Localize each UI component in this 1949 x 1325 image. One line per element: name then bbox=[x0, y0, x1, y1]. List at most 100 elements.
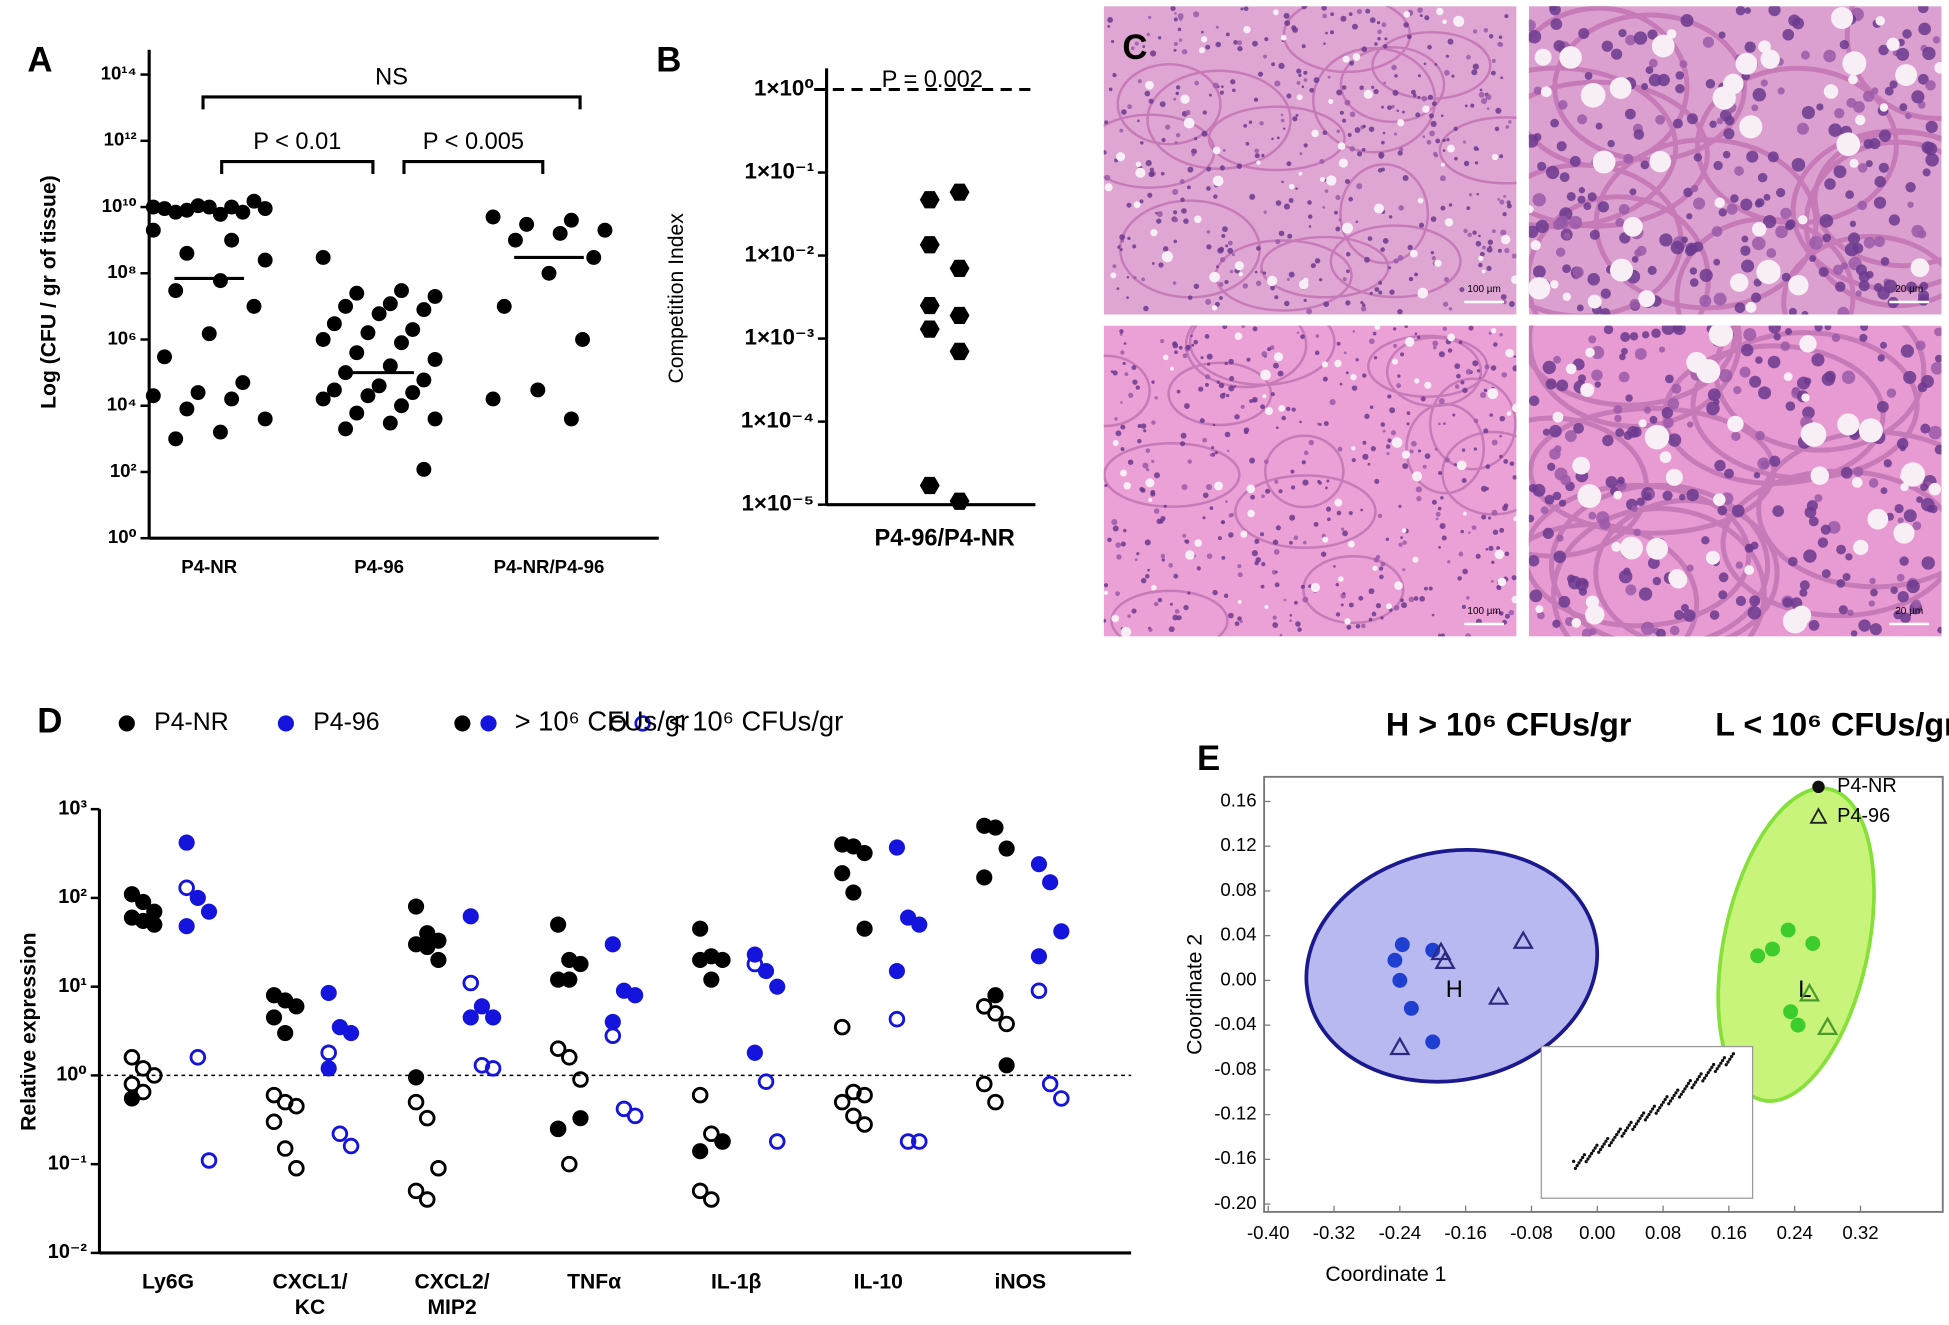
nucleus bbox=[1215, 41, 1222, 48]
nucleus bbox=[1549, 6, 1561, 16]
nucleus bbox=[1648, 58, 1658, 68]
nucleus bbox=[1869, 137, 1881, 150]
nucleus bbox=[1499, 199, 1505, 205]
nucleus bbox=[1277, 370, 1284, 377]
vacuole bbox=[1111, 614, 1120, 623]
panel-label: C bbox=[1122, 28, 1147, 67]
nucleus bbox=[1336, 510, 1342, 516]
nucleus bbox=[1375, 554, 1381, 560]
nucleus bbox=[1499, 527, 1505, 533]
data-point bbox=[485, 209, 501, 225]
nucleus bbox=[1498, 611, 1504, 616]
nucleus bbox=[1313, 77, 1320, 83]
nucleus bbox=[1352, 330, 1356, 333]
nucleus bbox=[1202, 516, 1206, 520]
nucleus bbox=[1600, 307, 1611, 315]
vacuole bbox=[1342, 55, 1350, 63]
vacuole bbox=[1212, 146, 1221, 155]
nucleus bbox=[1763, 215, 1777, 229]
nucleus bbox=[1446, 138, 1450, 142]
nucleus bbox=[1504, 613, 1510, 619]
nucleus bbox=[1178, 38, 1183, 42]
nucleus bbox=[1397, 255, 1404, 261]
nucleus bbox=[1473, 146, 1479, 151]
data-point bbox=[189, 1049, 207, 1066]
nucleus bbox=[1296, 331, 1300, 334]
nucleus bbox=[1578, 187, 1586, 194]
nucleus bbox=[1339, 110, 1344, 115]
y-tick-label: 0.08 bbox=[1220, 879, 1256, 900]
nucleus bbox=[1115, 430, 1122, 437]
nucleus bbox=[1594, 381, 1601, 388]
nucleus bbox=[1295, 113, 1299, 117]
nucleus bbox=[1706, 401, 1720, 416]
nucleus bbox=[1749, 595, 1761, 607]
vacuole bbox=[1837, 413, 1860, 436]
nucleus bbox=[1845, 190, 1854, 200]
nucleus bbox=[1452, 413, 1456, 417]
nucleus bbox=[1545, 378, 1557, 390]
inset-point bbox=[1731, 1052, 1736, 1056]
nucleus bbox=[1234, 621, 1240, 627]
data-point bbox=[382, 296, 398, 312]
data-point bbox=[135, 893, 152, 911]
inset-point bbox=[1600, 1145, 1604, 1149]
vacuole bbox=[1620, 536, 1643, 560]
nucleus bbox=[1896, 438, 1909, 450]
nucleus bbox=[1183, 604, 1189, 611]
nucleus bbox=[1360, 301, 1364, 305]
nucleus bbox=[1209, 93, 1212, 97]
nucleus bbox=[1112, 72, 1117, 78]
data-point bbox=[856, 845, 873, 862]
nucleus bbox=[1899, 103, 1908, 112]
nucleus bbox=[1607, 139, 1615, 148]
tubule bbox=[1428, 377, 1517, 471]
vacuole bbox=[1565, 363, 1577, 375]
nucleus bbox=[1318, 422, 1322, 426]
nucleus bbox=[1415, 112, 1421, 118]
vacuole bbox=[1708, 325, 1734, 347]
nucleus bbox=[1916, 496, 1923, 503]
nucleus bbox=[1173, 97, 1177, 101]
vacuole bbox=[1530, 240, 1541, 251]
data-point bbox=[168, 283, 184, 299]
vacuole bbox=[1934, 62, 1942, 74]
vacuole bbox=[1592, 150, 1616, 174]
nucleus bbox=[1878, 162, 1889, 173]
nucleus bbox=[1613, 405, 1623, 414]
nucleus bbox=[1619, 353, 1626, 361]
data-point bbox=[190, 198, 206, 214]
nucleus bbox=[1692, 197, 1706, 210]
nucleus bbox=[1406, 422, 1410, 426]
nucleus bbox=[1175, 85, 1181, 90]
nucleus bbox=[1140, 487, 1146, 493]
nucleus bbox=[1378, 566, 1384, 571]
nucleus bbox=[1380, 247, 1385, 252]
data-point bbox=[987, 987, 1004, 1004]
nucleus bbox=[1431, 101, 1437, 107]
nucleus bbox=[1917, 73, 1929, 85]
nucleus bbox=[1734, 302, 1746, 314]
y-axis-title: Relative expression bbox=[17, 932, 40, 1130]
nucleus bbox=[1340, 15, 1347, 22]
nucleus bbox=[1476, 369, 1481, 373]
data-point bbox=[572, 1071, 589, 1088]
nucleus bbox=[1231, 253, 1235, 257]
nucleus bbox=[1490, 365, 1497, 371]
nucleus bbox=[1237, 45, 1243, 52]
nucleus bbox=[1428, 586, 1433, 591]
nucleus bbox=[1298, 73, 1302, 77]
nucleus bbox=[1112, 264, 1117, 269]
inset-point bbox=[1638, 1116, 1642, 1121]
nucleus bbox=[1320, 551, 1327, 557]
nucleus bbox=[1757, 457, 1770, 470]
nucleus bbox=[1544, 494, 1555, 505]
data-point bbox=[703, 1191, 720, 1208]
tubule bbox=[1528, 522, 1700, 637]
nucleus bbox=[1448, 203, 1453, 207]
nucleus bbox=[1201, 130, 1208, 137]
data-point bbox=[430, 1159, 447, 1177]
nucleus bbox=[1206, 553, 1213, 559]
nucleus bbox=[1230, 79, 1236, 85]
nucleus bbox=[1374, 287, 1380, 292]
